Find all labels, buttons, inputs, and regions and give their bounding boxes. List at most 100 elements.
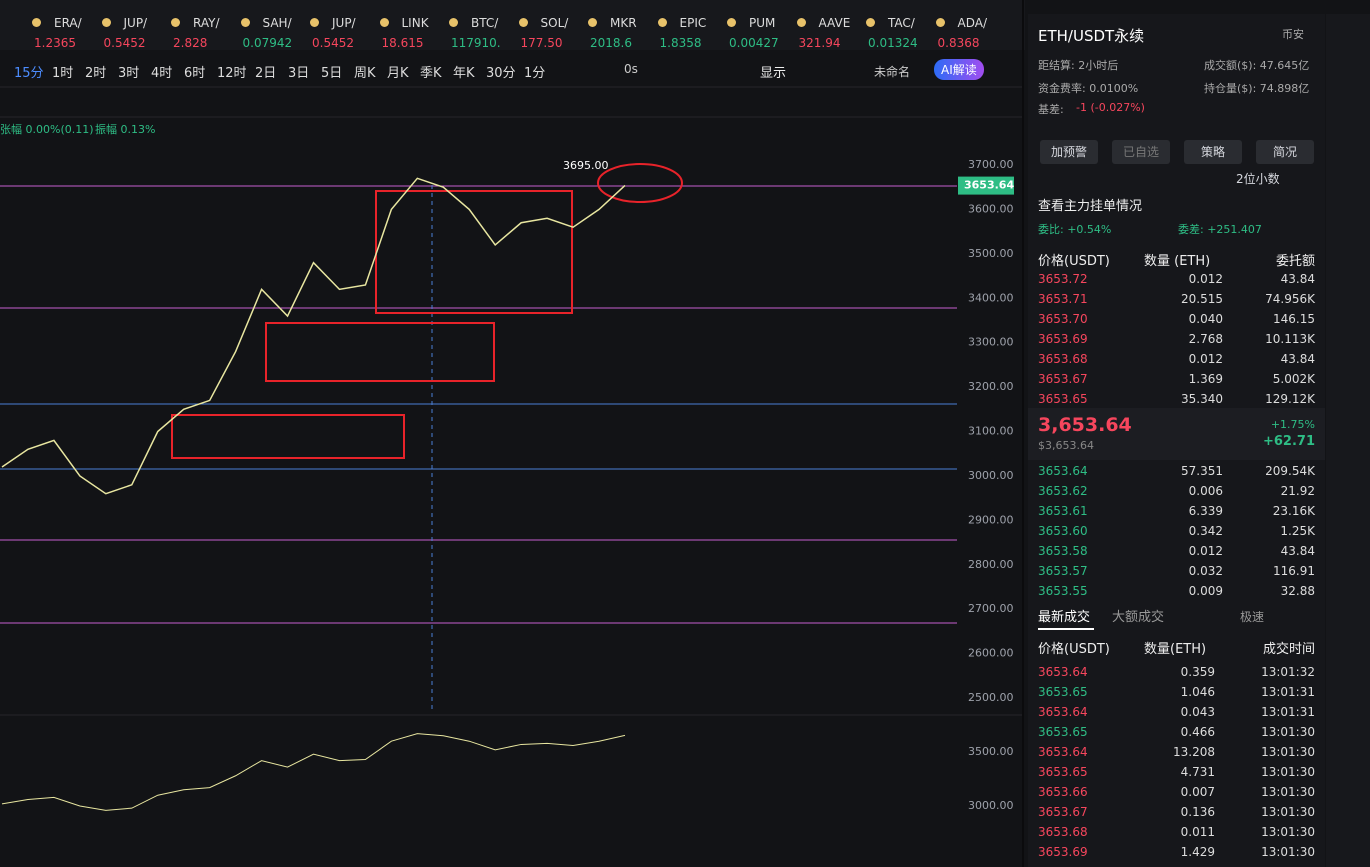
price: 3653.64 xyxy=(1038,665,1088,679)
ticker-symbol[interactable]: JUP/ xyxy=(123,16,148,30)
ticker-price[interactable]: 2.828 xyxy=(173,36,208,50)
ticker-price[interactable]: 0.07942 xyxy=(242,36,293,50)
order-row: 3653.64 57.351 209.54K xyxy=(1028,462,1325,482)
column-header: 价格(USDT) xyxy=(1038,254,1110,269)
divider xyxy=(1022,0,1024,867)
interval[interactable]: 年K xyxy=(453,66,475,81)
interval[interactable]: 3时 xyxy=(118,66,140,81)
interval[interactable]: 2日 xyxy=(255,66,277,81)
column-header: 价格(USDT) xyxy=(1038,642,1110,657)
interval[interactable]: 12时 xyxy=(217,66,247,81)
coin-icon xyxy=(657,18,667,27)
exchange: 币安 xyxy=(1282,28,1304,41)
price: 3653.69 xyxy=(1038,332,1088,346)
ticker-price[interactable]: 18.615 xyxy=(381,36,424,50)
y-tick-label: 3600.00 xyxy=(968,202,1014,215)
price: 3653.65 xyxy=(1038,392,1088,406)
coin-icon xyxy=(32,18,41,27)
panel-button[interactable]: 策略 xyxy=(1184,140,1242,164)
coin-icon xyxy=(310,18,319,27)
ticker-symbol[interactable]: LINK xyxy=(401,16,429,30)
ticker-price[interactable]: 0.01324 xyxy=(868,36,918,50)
ai-button[interactable]: AI解读 xyxy=(934,59,984,80)
price: 3653.58 xyxy=(1038,544,1088,558)
order-row: 3653.61 6.339 23.16K xyxy=(1028,502,1325,522)
order-row: 3653.67 1.369 5.002K xyxy=(1028,370,1325,390)
coin-icon xyxy=(379,18,389,27)
countdown: 0s xyxy=(624,62,638,76)
interval[interactable]: 1分 xyxy=(524,66,546,81)
ticker-price[interactable]: 0.00427 xyxy=(729,36,779,50)
interval[interactable]: 周K xyxy=(354,66,376,81)
ticker-symbol[interactable]: EPIC xyxy=(679,16,707,30)
interval[interactable]: 1时 xyxy=(52,66,74,81)
interval[interactable]: 3日 xyxy=(288,66,310,81)
interval[interactable]: 6时 xyxy=(184,66,206,81)
interval[interactable]: 季K xyxy=(420,66,442,81)
ticker-price[interactable]: 1.2365 xyxy=(34,36,76,50)
main-orders[interactable]: 查看主力挂单情况 xyxy=(1038,199,1143,214)
price: 3653.68 xyxy=(1038,825,1088,839)
quantity: 0.012 xyxy=(1188,544,1223,558)
order-row: 3653.72 0.012 43.84 xyxy=(1028,270,1325,290)
trade-time: 13:01:32 xyxy=(1261,665,1315,679)
ticker-price[interactable]: 2018.6 xyxy=(590,36,632,50)
drawn-lines xyxy=(0,185,957,624)
coin-icon xyxy=(866,18,875,27)
order-row: 3653.67 0.136 13:01:30 xyxy=(1028,803,1325,823)
fast-toggle[interactable]: 极速 xyxy=(1240,610,1265,624)
ticker-symbol[interactable]: SOL/ xyxy=(540,16,569,30)
ticker-price[interactable]: 0.8368 xyxy=(937,36,980,50)
interval[interactable]: 15分 xyxy=(14,66,44,81)
y-tick-label: 2700.00 xyxy=(968,602,1014,615)
quantity: 1.369 xyxy=(1188,372,1223,386)
ticker-price[interactable]: 0.5452 xyxy=(103,36,146,50)
ticker-price[interactable]: 117910. xyxy=(451,36,501,50)
trade-tab[interactable]: 最新成交 xyxy=(1038,610,1091,625)
amount: 43.84 xyxy=(1280,272,1315,286)
mid-change: +62.71 xyxy=(1262,434,1315,449)
price: 3653.69 xyxy=(1038,845,1088,859)
interval[interactable]: 2时 xyxy=(85,66,107,81)
ticker-symbol[interactable]: ADA/ xyxy=(957,16,988,30)
mid-pct: +1.75% xyxy=(1270,418,1315,431)
interval[interactable]: 30分 xyxy=(486,66,516,81)
ticker-symbol[interactable]: BTC/ xyxy=(471,16,499,30)
column-header: 数量(ETH) xyxy=(1144,642,1207,657)
ticker-price[interactable]: 321.94 xyxy=(798,36,841,50)
ticker-symbol[interactable]: AAVE xyxy=(818,16,851,30)
column-header: 成交时间 xyxy=(1262,642,1315,657)
interval[interactable]: 4时 xyxy=(151,66,173,81)
ticker-symbol[interactable]: MKR xyxy=(610,16,637,30)
display-button[interactable]: 显示 xyxy=(760,66,787,81)
order-row: 3653.69 2.768 10.113K xyxy=(1028,330,1325,350)
panel-button[interactable]: 加预警 xyxy=(1040,140,1098,164)
coin-icon xyxy=(796,18,806,27)
quantity: 0.007 xyxy=(1180,785,1215,799)
ticker-symbol[interactable]: PUM xyxy=(749,16,776,30)
quantity: 13.208 xyxy=(1173,745,1215,759)
interval[interactable]: 5日 xyxy=(321,66,343,81)
high-label: 3695.00 xyxy=(563,159,609,172)
interval[interactable]: 月K xyxy=(387,66,409,81)
price: 3653.55 xyxy=(1038,584,1088,598)
ticker-symbol[interactable]: RAY/ xyxy=(193,16,220,30)
basis: -1 (-0.027%) xyxy=(1076,101,1145,114)
ticker-price[interactable]: 0.5452 xyxy=(312,36,354,50)
trade-tab[interactable]: 大额成交 xyxy=(1112,610,1165,625)
funding: 资金费率: 0.0100% xyxy=(1038,82,1139,95)
order-row: 3653.65 0.466 13:01:30 xyxy=(1028,723,1325,743)
chart: 2500.00 2600.00 2700.00 2800.00 2900.00 3000.… xyxy=(0,86,1022,812)
ticker-symbol[interactable]: TAC/ xyxy=(888,16,915,30)
ticker-price[interactable]: 1.8358 xyxy=(659,36,702,50)
basis-label: 基差: xyxy=(1038,103,1064,116)
ticker-symbol[interactable]: SAH/ xyxy=(262,16,292,30)
quantity: 0.012 xyxy=(1188,272,1223,286)
ticker-symbol[interactable]: ERA/ xyxy=(54,16,82,30)
layout-name[interactable]: 未命名 xyxy=(874,65,911,79)
ticker-symbol[interactable]: JUP/ xyxy=(332,16,356,30)
panel-button[interactable]: 简况 xyxy=(1256,140,1314,164)
ticker-price[interactable]: 177.50 xyxy=(520,36,563,50)
decimals[interactable]: 2位小数 xyxy=(1236,172,1280,186)
panel-button[interactable]: 已自选 xyxy=(1112,140,1170,164)
